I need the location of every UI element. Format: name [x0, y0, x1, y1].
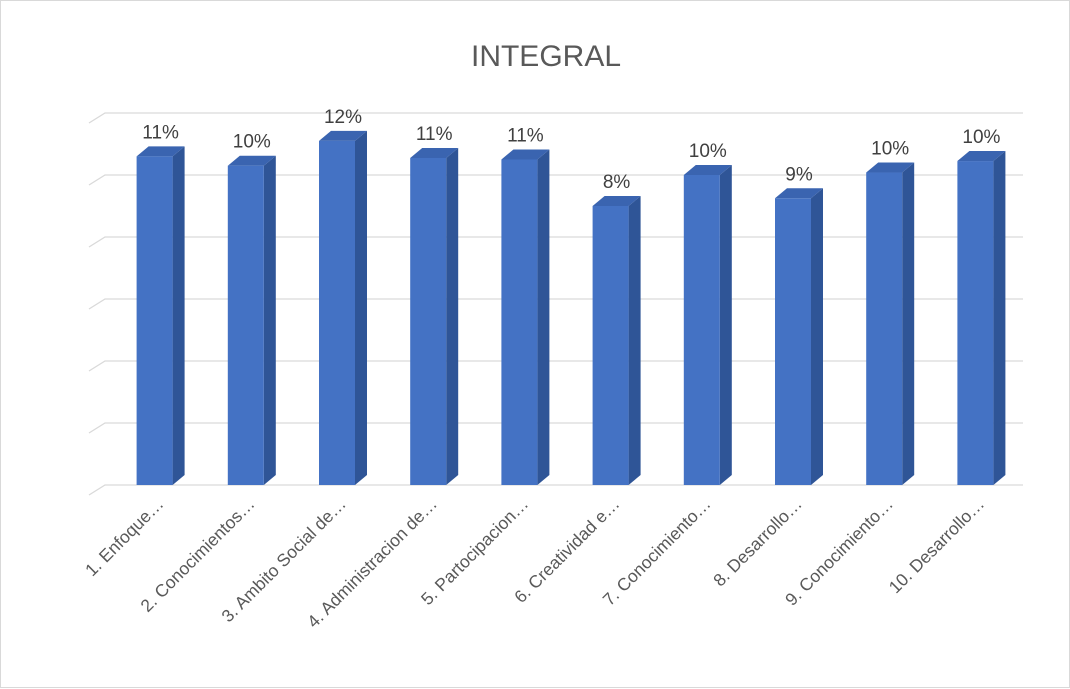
- chart-title: INTEGRAL: [471, 40, 621, 73]
- bar: [319, 140, 355, 485]
- data-label: 10%: [871, 139, 909, 160]
- bars: [136, 130, 1006, 486]
- bar: [410, 157, 447, 485]
- bar: [775, 198, 811, 485]
- bar: [227, 165, 264, 485]
- data-label: 11%: [142, 122, 179, 143]
- data-labels: 11% 10% 12% 11% 11% 8% 10% 9% 10% 10%: [142, 107, 1000, 193]
- bar-side-face: [811, 188, 823, 485]
- x-tick-label: 10. Desarrollo…: [885, 494, 989, 598]
- data-label: 12%: [324, 107, 362, 128]
- bar-top-face: [136, 146, 185, 157]
- x-tick-label: 1. Enfoque…: [81, 494, 167, 580]
- bar: [866, 172, 903, 485]
- bar-side-face: [902, 162, 915, 485]
- bar-top-face: [592, 196, 641, 206]
- bar: [592, 206, 629, 485]
- bar: [501, 159, 538, 485]
- bar-top-face: [319, 130, 367, 141]
- bar-top-face: [410, 147, 459, 158]
- bar-top-face: [227, 155, 276, 166]
- bar-side-face: [263, 155, 276, 485]
- gridline: [88, 484, 1023, 496]
- data-label: 10%: [233, 132, 271, 153]
- bar: [136, 156, 173, 485]
- gridline: [88, 112, 1023, 124]
- bar-side-face: [446, 147, 459, 485]
- gridlines: [88, 112, 1023, 496]
- bar-top-face: [501, 149, 550, 160]
- bar-side-face: [719, 165, 732, 485]
- data-label: 11%: [416, 124, 453, 145]
- data-label: 10%: [689, 141, 727, 162]
- bar-side-face: [628, 196, 641, 485]
- bar-top-face: [775, 188, 823, 199]
- data-label: 11%: [507, 126, 544, 147]
- data-label: 8%: [603, 172, 631, 193]
- bar: [683, 175, 720, 485]
- bar-side-face: [172, 146, 185, 485]
- bar-side-face: [993, 151, 1006, 486]
- bar-side-face: [537, 149, 550, 485]
- bar-top-face: [683, 165, 732, 175]
- bar-side-face: [355, 130, 367, 485]
- bar-top-face: [866, 162, 915, 173]
- data-label: 9%: [785, 164, 813, 185]
- bar: [957, 161, 994, 486]
- data-label: 10%: [962, 127, 1000, 148]
- x-axis-tick-labels: 1. Enfoque…2. Conocimientos…3. Ambito So…: [81, 494, 988, 632]
- bar-top-face: [957, 151, 1006, 162]
- x-tick-label: 8. Desarrollo…: [709, 494, 806, 591]
